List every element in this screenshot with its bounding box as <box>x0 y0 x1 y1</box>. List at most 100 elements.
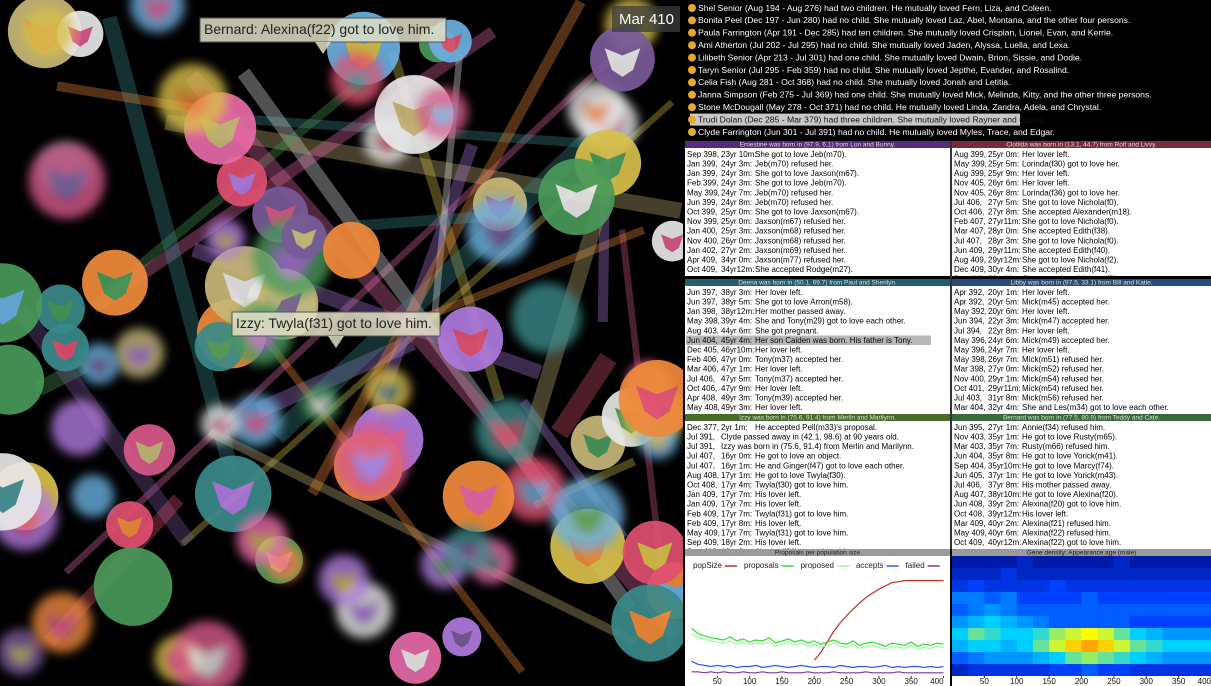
heat-cell <box>952 628 969 641</box>
heat-cell <box>1016 592 1034 605</box>
agent <box>0 263 43 343</box>
heat-cell <box>952 556 969 569</box>
log-date: Jan 398, <box>687 307 718 316</box>
log-age: 25yr 5m: <box>988 160 1019 169</box>
log-age: 38yr12m: <box>721 307 754 316</box>
log-date: Jun 395, <box>954 423 985 432</box>
agent-heart <box>489 420 525 449</box>
agent <box>511 282 582 353</box>
heat-cell <box>1016 616 1034 629</box>
heat-cell <box>984 556 1002 569</box>
x-tick-label: 150 <box>775 677 789 686</box>
heat-cell <box>1194 604 1211 617</box>
agent-heart <box>222 272 267 308</box>
legend-label: proposals <box>744 561 779 570</box>
agent <box>93 547 173 626</box>
speech-bubble <box>199 17 447 43</box>
log-date: Feb 407, <box>954 217 986 226</box>
log-date: Oct 408, <box>687 481 717 490</box>
heat-cell <box>1016 640 1034 653</box>
obituary-highlight <box>690 113 1020 126</box>
heat-cell <box>1049 568 1066 581</box>
heat-cell <box>1194 556 1211 569</box>
log-age: 26yr 0m: <box>721 236 752 245</box>
heat-cell <box>1000 628 1018 641</box>
log-text: Rusty(m66) refused him. <box>1022 442 1110 451</box>
heat-cell <box>1178 652 1196 665</box>
heat-cell <box>1162 664 1180 677</box>
agent-heart <box>527 306 566 337</box>
agent-heart <box>8 644 34 665</box>
log-text: She got to love Jaxson(m67). <box>755 208 859 217</box>
log-text: Mick(m54) refused her. <box>1022 374 1104 383</box>
obituary-line: Janna Simpson (Feb 275 - Jul 369) had on… <box>698 90 1152 100</box>
agent-heart <box>228 172 256 196</box>
log-age: 35yr 8m: <box>988 452 1019 461</box>
heat-cell <box>1065 628 1082 641</box>
x-tick-label: 250 <box>840 677 854 686</box>
log-age: 24yr 3m: <box>721 179 752 188</box>
log-text: His lover left. <box>755 500 801 509</box>
log-date: May 399, <box>687 188 720 197</box>
agent <box>0 628 45 676</box>
log-text: Alexina(f22) refused him. <box>1022 529 1111 538</box>
x-tick-label: 200 <box>808 677 822 686</box>
log-age: 24yr 8m: <box>721 198 752 207</box>
link <box>254 334 417 419</box>
agent-heart <box>111 573 155 609</box>
agent-heart <box>0 289 25 325</box>
heat-cell <box>1178 568 1196 581</box>
heat-cell <box>1032 640 1050 653</box>
agent <box>622 520 683 586</box>
heat-cell <box>1162 616 1180 629</box>
agent <box>550 477 625 552</box>
agent <box>114 328 164 378</box>
log-date: Aug 409, <box>954 256 986 265</box>
obituary-line: Lilibeth Senior (Apr 213 - Jul 301) had … <box>698 52 1082 62</box>
x-tick-label: 50 <box>980 677 989 686</box>
agent-heart <box>45 167 88 202</box>
heat-cell <box>1065 580 1082 593</box>
agent-heart <box>516 478 552 507</box>
agent <box>538 158 615 236</box>
heat-cell <box>1130 628 1147 641</box>
heat-cell <box>1097 592 1115 605</box>
log-header: Bernard was born in (77.5, 80.9) from Te… <box>1003 415 1160 422</box>
link <box>307 0 586 497</box>
heat-cell <box>1081 604 1099 617</box>
speech-bubble <box>231 311 441 337</box>
log-bg <box>685 286 950 414</box>
log-text: He got to love Yorick(m41). <box>1022 452 1118 461</box>
link <box>207 427 638 646</box>
heat-cell <box>968 664 985 677</box>
heat-cell <box>952 580 969 593</box>
heat-cell <box>952 604 969 617</box>
log-header: Deena was born in (50.1, 69.7) from Paul… <box>738 280 897 287</box>
agent-heart <box>274 556 295 573</box>
log-date: Apr 392, <box>954 298 984 307</box>
log-text: Twyla(f31) got to love him. <box>755 529 848 538</box>
log-date: Jan 400, <box>687 227 718 236</box>
log-date: Jul 406, <box>954 481 982 490</box>
log-date: Mar 404, <box>954 403 986 412</box>
heat-cell <box>1146 616 1163 629</box>
agent-heart <box>214 231 237 250</box>
chart-title: Proposals per population size <box>775 550 861 557</box>
heat-cell <box>1097 604 1115 617</box>
agent-heart <box>637 542 673 571</box>
log-text: Her lover left. <box>1022 150 1070 159</box>
heat-cell <box>1032 592 1050 605</box>
agent-heart <box>45 612 79 640</box>
log-age: 29yr11m: <box>988 384 1021 393</box>
log-date: May 396, <box>954 336 987 345</box>
log-text: Alexina(f20) got to love him. <box>1022 500 1121 509</box>
log-text: Tony(m37) accepted her. <box>755 374 843 383</box>
log-age: 17yr 7m: <box>721 529 752 538</box>
heat-cell <box>1113 640 1131 653</box>
log-age: 26yr 6m: <box>988 179 1019 188</box>
log-age: 49yr 3m: <box>721 403 752 412</box>
series-line <box>691 627 944 647</box>
log-text: His lover left. <box>755 519 801 528</box>
log-date: Jul 406, <box>954 198 982 207</box>
series-line <box>691 671 944 674</box>
